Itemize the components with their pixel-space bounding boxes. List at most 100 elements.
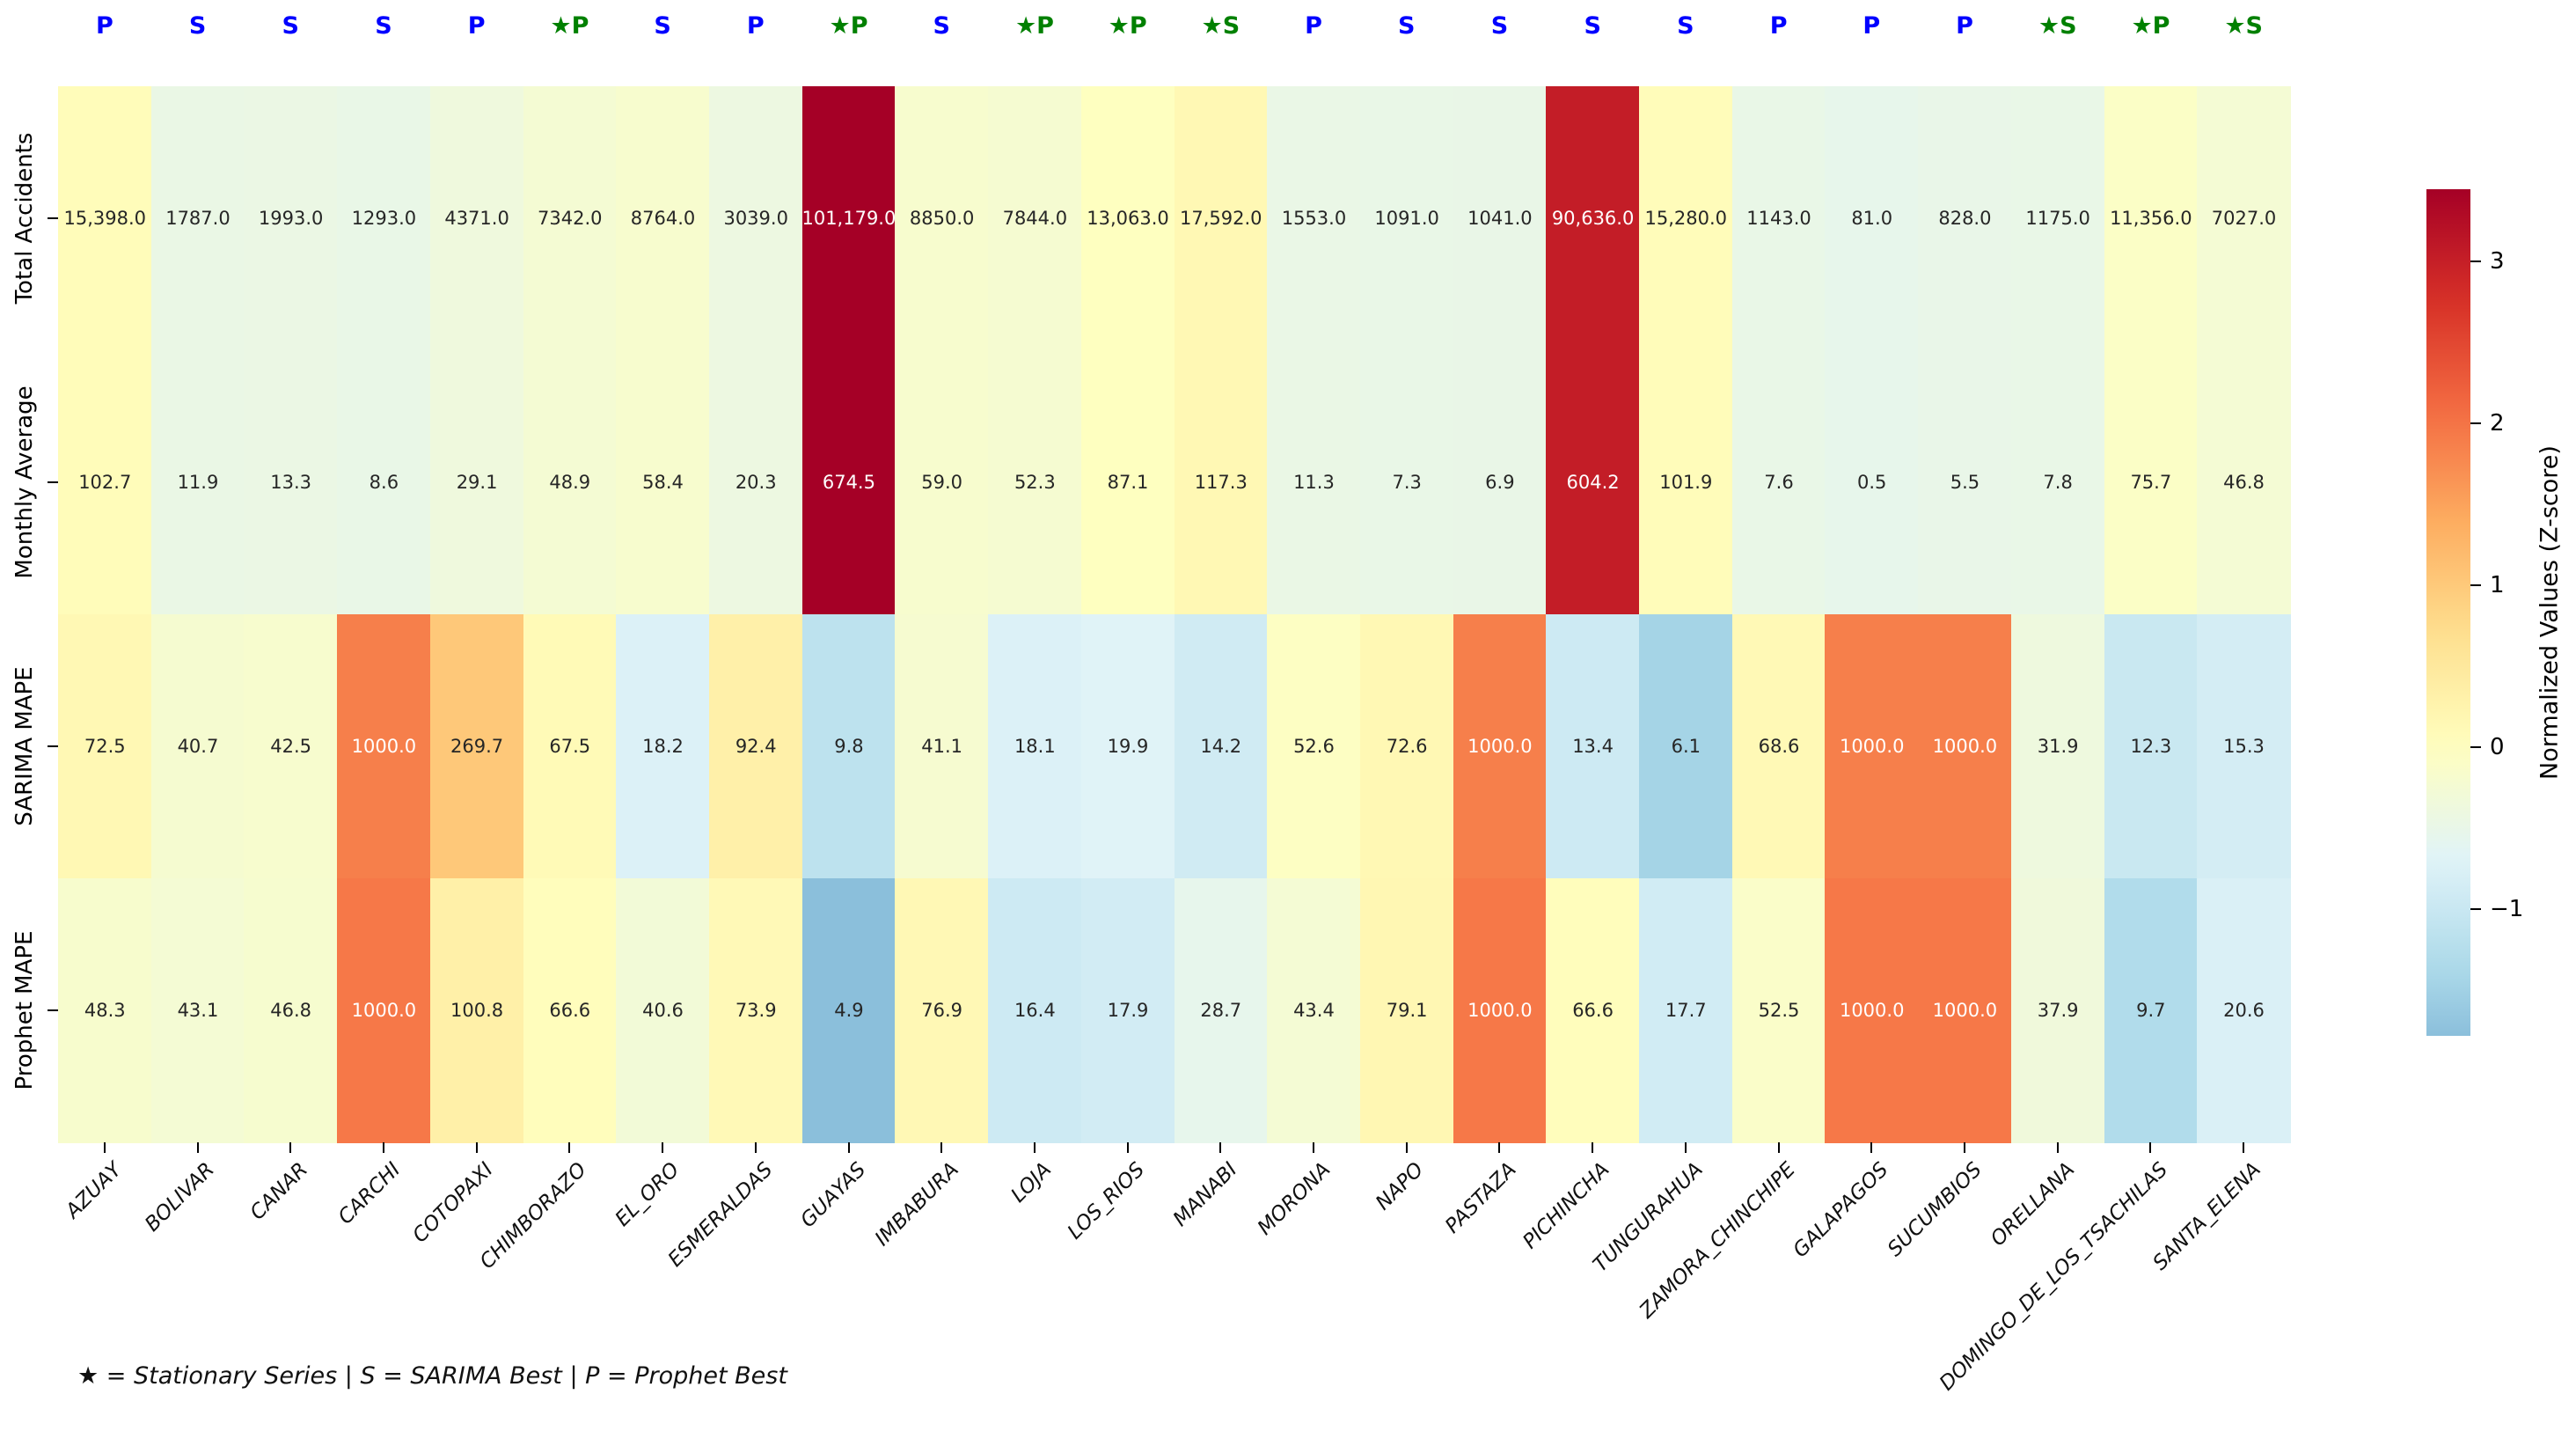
colorbar-tick-mark — [2470, 422, 2481, 425]
heatmap-cell: 1041.0 — [1453, 86, 1548, 351]
cell-value: 72.5 — [84, 736, 126, 758]
cell-value: 1143.0 — [1746, 208, 1811, 230]
heatmap-cell: 14.2 — [1174, 614, 1268, 879]
cell-value: 12.3 — [2130, 736, 2172, 758]
heatmap-cell: 17.9 — [1080, 878, 1175, 1143]
heatmap-cell: 40.7 — [150, 614, 245, 879]
column-annotation: ★P — [829, 12, 868, 40]
column-annotation: P — [95, 12, 113, 40]
cell-value: 58.4 — [642, 472, 684, 494]
column-annotation: ★S — [1201, 12, 1240, 40]
heatmap-cell: 18.1 — [988, 614, 1082, 879]
x-tick-mark — [2149, 1142, 2152, 1153]
heatmap-cell: 100.8 — [429, 878, 524, 1143]
heatmap-cell: 8764.0 — [616, 86, 710, 351]
heatmap-cell: 9.7 — [2104, 878, 2199, 1143]
cell-value: 31.9 — [2037, 736, 2079, 758]
heatmap-cell: 72.6 — [1359, 614, 1454, 879]
heatmap-cell: 1091.0 — [1359, 86, 1454, 351]
cell-value: 48.3 — [84, 1000, 126, 1022]
heatmap-cell: 17.7 — [1639, 878, 1733, 1143]
column-annotation: P — [1862, 12, 1881, 40]
heatmap-cell: 7342.0 — [523, 86, 618, 351]
cell-value: 13,063.0 — [1087, 208, 1169, 230]
cell-value: 11,356.0 — [2110, 208, 2192, 230]
cell-value: 18.2 — [642, 736, 684, 758]
column-annotation: S — [933, 12, 950, 40]
cell-value: 17.9 — [1107, 1000, 1149, 1022]
cell-value: 1993.0 — [258, 208, 324, 230]
cell-value: 3039.0 — [723, 208, 788, 230]
x-axis-label: BOLIVAR — [141, 1158, 219, 1237]
x-axis-label: ORELLANA — [1986, 1158, 2080, 1251]
x-tick-mark — [2056, 1142, 2059, 1153]
heatmap-cell: 28.7 — [1174, 878, 1268, 1143]
cell-value: 1787.0 — [165, 208, 231, 230]
heatmap-cell: 48.9 — [523, 350, 618, 615]
x-axis-label: IMBABURA — [870, 1158, 963, 1251]
heatmap-cell: 5.5 — [1918, 350, 2012, 615]
heatmap-cell: 75.7 — [2104, 350, 2199, 615]
cell-value: 66.6 — [549, 1000, 591, 1022]
heatmap-cell: 1000.0 — [337, 878, 431, 1143]
heatmap-cell: 92.4 — [708, 614, 803, 879]
cell-value: 18.1 — [1014, 736, 1056, 758]
x-tick-mark — [1964, 1142, 1966, 1153]
y-tick-mark — [48, 1009, 58, 1011]
cell-value: 46.8 — [270, 1000, 312, 1022]
cell-value: 90,636.0 — [1551, 208, 1635, 230]
x-tick-mark — [1126, 1142, 1129, 1153]
x-tick-mark — [568, 1142, 571, 1153]
column-annotation: S — [1398, 12, 1416, 40]
heatmap-cell: 6.1 — [1639, 614, 1733, 879]
heatmap-cell: 1143.0 — [1731, 86, 1826, 351]
heatmap-cell: 52.5 — [1731, 878, 1826, 1143]
heatmap-cell: 7.3 — [1359, 350, 1454, 615]
row-label: Total Accidents — [11, 132, 38, 305]
cell-value: 13.3 — [270, 472, 312, 494]
cell-value: 52.5 — [1758, 1000, 1800, 1022]
cell-value: 40.6 — [642, 1000, 684, 1022]
colorbar-tick-mark — [2470, 584, 2481, 587]
x-axis-label: MANABI — [1168, 1158, 1242, 1231]
cell-value: 17.7 — [1665, 1000, 1707, 1022]
heatmap-cell: 13.4 — [1546, 614, 1640, 879]
heatmap-cell: 76.9 — [895, 878, 989, 1143]
heatmap-cell: 90,636.0 — [1546, 86, 1640, 351]
heatmap-cell: 15,280.0 — [1639, 86, 1733, 351]
heatmap-cell: 7844.0 — [988, 86, 1082, 351]
column-annotation: ★P — [1108, 12, 1147, 40]
heatmap-cell: 18.2 — [616, 614, 710, 879]
heatmap-cell: 3039.0 — [708, 86, 803, 351]
column-annotation: ★P — [2131, 12, 2170, 40]
x-tick-mark — [1219, 1142, 1222, 1153]
column-annotation: P — [1305, 12, 1322, 40]
cell-value: 8850.0 — [909, 208, 975, 230]
x-axis-label: PASTAZA — [1441, 1158, 1521, 1238]
heatmap-cell: 40.6 — [616, 878, 710, 1143]
cell-value: 46.8 — [2223, 472, 2265, 494]
y-tick-mark — [48, 745, 58, 747]
cell-value: 67.5 — [549, 736, 591, 758]
heatmap-cell: 13,063.0 — [1080, 86, 1175, 351]
heatmap-cell: 48.3 — [58, 878, 152, 1143]
cell-value: 1041.0 — [1467, 208, 1533, 230]
cell-value: 9.8 — [834, 736, 864, 758]
cell-value: 92.4 — [735, 736, 777, 758]
cell-value: 81.0 — [1851, 208, 1893, 230]
cell-value: 7844.0 — [1002, 208, 1068, 230]
heatmap-cell: 66.6 — [1546, 878, 1640, 1143]
heatmap-cell: 6.9 — [1453, 350, 1548, 615]
x-axis-label: EL_ORO — [611, 1158, 684, 1231]
x-tick-mark — [1777, 1142, 1780, 1153]
colorbar-tick-label: 0 — [2490, 734, 2505, 761]
cell-value: 100.8 — [450, 1000, 504, 1022]
column-annotation: ★P — [1014, 12, 1054, 40]
heatmap-cell: 11,356.0 — [2104, 86, 2199, 351]
column-annotation: S — [1584, 12, 1601, 40]
heatmap-cell: 1000.0 — [1918, 614, 2012, 879]
x-tick-mark — [289, 1142, 292, 1153]
cell-value: 1000.0 — [351, 736, 417, 758]
x-tick-mark — [382, 1142, 384, 1153]
